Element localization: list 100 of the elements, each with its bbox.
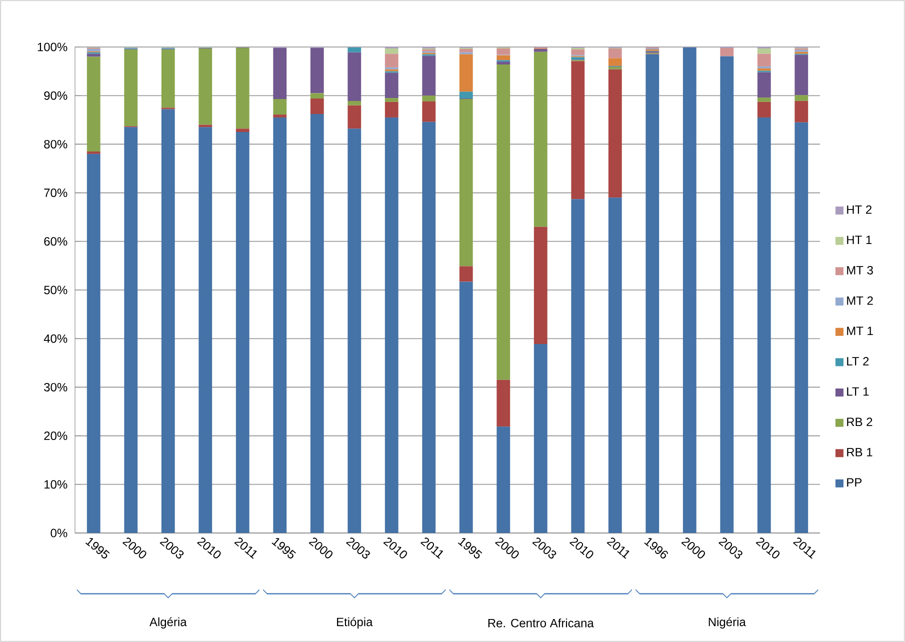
bar bbox=[384, 54, 398, 68]
bar bbox=[422, 101, 436, 122]
bar bbox=[496, 380, 510, 427]
bar bbox=[459, 282, 473, 534]
bar bbox=[422, 122, 436, 534]
legend-label: MT 1 bbox=[847, 326, 873, 335]
bar bbox=[161, 109, 175, 534]
bar bbox=[496, 48, 510, 55]
y-tick-label: 20% bbox=[44, 432, 68, 440]
bar bbox=[459, 92, 473, 99]
bar bbox=[86, 56, 100, 152]
bar bbox=[794, 100, 808, 122]
bar bbox=[198, 48, 212, 125]
bar bbox=[422, 56, 436, 96]
legend-label: RB 1 bbox=[847, 448, 872, 456]
bar bbox=[310, 98, 324, 114]
bar bbox=[348, 52, 362, 101]
bar bbox=[682, 47, 696, 534]
y-tick-label: 70% bbox=[44, 188, 68, 198]
bar bbox=[608, 48, 622, 58]
bar bbox=[534, 52, 548, 227]
bar bbox=[757, 72, 771, 98]
y-tick-label: 40% bbox=[44, 334, 68, 343]
bar bbox=[236, 128, 250, 132]
bar bbox=[384, 48, 398, 54]
text: Etiópia bbox=[337, 617, 373, 629]
legend-label: LT 1 bbox=[847, 387, 869, 396]
bar bbox=[496, 55, 510, 60]
bar bbox=[459, 54, 473, 92]
legend-label: LT 2 bbox=[847, 356, 869, 366]
bar bbox=[124, 127, 138, 534]
bar bbox=[757, 102, 771, 118]
bar bbox=[794, 122, 808, 534]
legend-label: MT 3 bbox=[847, 266, 873, 274]
bar bbox=[161, 49, 175, 108]
bar bbox=[348, 105, 362, 129]
bar bbox=[496, 62, 510, 64]
bar bbox=[757, 98, 771, 102]
y-tick-label: 60% bbox=[44, 237, 68, 246]
y-tick-label: 30% bbox=[44, 382, 68, 392]
bar bbox=[236, 132, 250, 534]
y-tick-label: 90% bbox=[44, 91, 68, 100]
bar bbox=[348, 100, 362, 106]
bar bbox=[757, 48, 771, 54]
bar bbox=[757, 54, 771, 66]
bar bbox=[236, 48, 250, 129]
bar bbox=[273, 114, 287, 118]
bar bbox=[459, 266, 473, 282]
bar bbox=[608, 69, 622, 198]
bar bbox=[384, 72, 398, 98]
bar bbox=[534, 344, 548, 534]
bar bbox=[794, 95, 808, 101]
bar bbox=[459, 98, 473, 266]
bar bbox=[86, 48, 100, 52]
bar bbox=[794, 54, 808, 96]
bar bbox=[571, 49, 585, 56]
bar bbox=[757, 117, 771, 534]
bar bbox=[86, 151, 100, 154]
text: Nigéria bbox=[708, 617, 746, 629]
legend-label: HT 1 bbox=[847, 236, 872, 244]
bar bbox=[310, 93, 324, 99]
bar bbox=[459, 48, 473, 52]
legend-label: RB 2 bbox=[847, 418, 872, 426]
bar bbox=[571, 199, 585, 534]
bar bbox=[86, 154, 100, 534]
bar bbox=[348, 128, 362, 534]
bar bbox=[571, 61, 585, 200]
legend-label: HT 2 bbox=[847, 205, 872, 214]
bar bbox=[608, 58, 622, 66]
bar bbox=[496, 64, 510, 380]
bar bbox=[198, 127, 212, 534]
y-tick-label: 80% bbox=[44, 140, 68, 148]
bar bbox=[608, 198, 622, 534]
bar bbox=[757, 68, 771, 71]
bar bbox=[310, 114, 324, 534]
bar bbox=[534, 48, 548, 52]
legend-label: PP bbox=[847, 478, 862, 487]
bar bbox=[720, 56, 734, 534]
legend-label: MT 2 bbox=[847, 296, 873, 305]
bar bbox=[496, 426, 510, 534]
bar bbox=[310, 48, 324, 94]
text: Re. Centro Africana bbox=[488, 618, 594, 628]
y-tick-label: 50% bbox=[44, 286, 68, 294]
bar bbox=[384, 98, 398, 102]
y-tick-label: 0% bbox=[50, 528, 68, 538]
bar bbox=[124, 49, 138, 126]
bar bbox=[384, 102, 398, 118]
bar bbox=[348, 47, 362, 52]
bar bbox=[608, 66, 622, 70]
bar bbox=[720, 48, 734, 56]
bar bbox=[571, 57, 585, 60]
bar bbox=[273, 48, 287, 99]
text: Algéria bbox=[149, 617, 187, 629]
bar bbox=[273, 98, 287, 115]
y-tick-label: 100% bbox=[38, 42, 68, 52]
bar bbox=[534, 226, 548, 344]
y-tick-label: 10% bbox=[44, 480, 68, 489]
bar bbox=[384, 117, 398, 534]
bar bbox=[273, 117, 287, 534]
bar bbox=[422, 96, 436, 102]
